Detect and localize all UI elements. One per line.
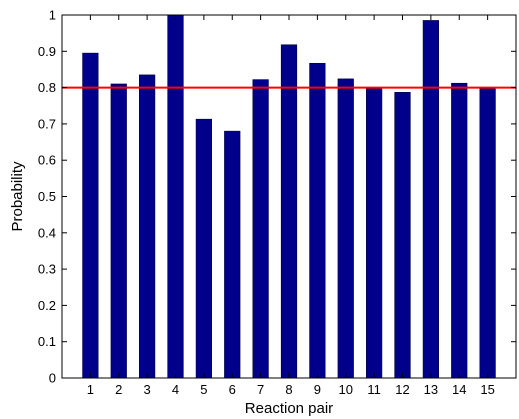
y-tick-label-0: 0 (49, 371, 56, 386)
y-tick-label-0.6: 0.6 (38, 153, 56, 168)
bar-11 (366, 87, 383, 379)
x-tick-label-6: 6 (229, 382, 236, 397)
y-axis-label: Probability (9, 161, 26, 232)
y-tick-label-1: 1 (49, 8, 56, 23)
x-tick-label-5: 5 (200, 382, 207, 397)
x-tick-label-14: 14 (452, 382, 466, 397)
bar-15 (479, 87, 496, 379)
bar-1 (82, 52, 99, 379)
x-tick-label-9: 9 (314, 382, 321, 397)
x-tick-label-10: 10 (339, 382, 353, 397)
y-tick-label-0.1: 0.1 (38, 334, 56, 349)
ticks-group (62, 14, 516, 379)
x-tick-label-4: 4 (172, 382, 179, 397)
x-axis-label: Reaction pair (245, 400, 333, 417)
bar-3 (139, 74, 156, 379)
bar-4 (167, 14, 184, 379)
bar-14 (451, 82, 468, 379)
x-tick-label-12: 12 (395, 382, 409, 397)
bar-5 (195, 118, 212, 379)
x-tick-label-2: 2 (115, 382, 122, 397)
x-tick-label-7: 7 (257, 382, 264, 397)
bars-group (82, 14, 496, 379)
y-tick-label-0.5: 0.5 (38, 189, 56, 204)
bar-7 (252, 79, 269, 379)
x-tick-label-1: 1 (87, 382, 94, 397)
y-tick-label-0.9: 0.9 (38, 44, 56, 59)
bar-2 (110, 83, 127, 379)
bar-13 (422, 20, 439, 379)
bar-12 (394, 92, 411, 379)
y-tick-label-0.2: 0.2 (38, 298, 56, 313)
x-tick-label-8: 8 (285, 382, 292, 397)
bar-9 (309, 62, 326, 379)
bar-6 (224, 130, 241, 379)
x-tick-label-3: 3 (144, 382, 151, 397)
tick-labels-group: 00.10.20.30.40.50.60.70.80.911 2 3 4 5 6 7 8 9 10… (38, 8, 495, 398)
x-tick-label-11: 11 (367, 382, 381, 397)
bar-8 (280, 44, 298, 379)
y-tick-label-0.7: 0.7 (38, 116, 56, 131)
y-tick-label-0.3: 0.3 (38, 262, 56, 277)
x-tick-label-15: 15 (480, 382, 494, 397)
bar-10 (337, 78, 354, 379)
y-tick-label-0.8: 0.8 (38, 80, 56, 95)
x-tick-label-13: 13 (424, 382, 438, 397)
y-tick-label-0.4: 0.4 (38, 225, 56, 240)
